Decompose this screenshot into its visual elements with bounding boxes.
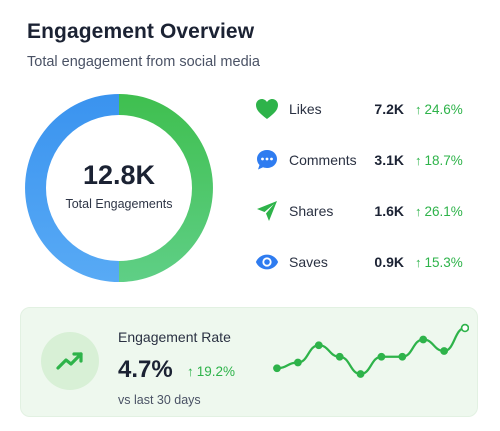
sparkline-line (276, 326, 466, 376)
arrow-up-icon: ↑ (187, 364, 194, 379)
donut-segment-green (119, 94, 213, 282)
metric-name: Saves (289, 254, 328, 270)
heart-icon (255, 97, 279, 121)
metric-shares[interactable]: Shares 1.6K ↑ 26.1% (255, 194, 485, 228)
metric-change: ↑ 26.1% (415, 204, 463, 219)
engagement-rate-caption: vs last 30 days (118, 393, 201, 407)
arrow-up-icon: ↑ (415, 101, 422, 117)
metric-change: ↑ 18.7% (415, 153, 463, 168)
metric-value: 7.2K (374, 101, 404, 117)
total-engagements-value: 12.8K (82, 159, 156, 190)
sparkline-point (356, 370, 365, 378)
engagement-rate-title: Engagement Rate (118, 329, 231, 345)
metric-name: Shares (289, 203, 334, 219)
metric-value: 1.6K (374, 203, 404, 219)
arrow-up-icon: ↑ (415, 254, 422, 270)
engagement-trend-sparkline (273, 323, 469, 378)
metric-change-value: 24.6% (424, 101, 463, 117)
metric-change-value: 18.7% (424, 152, 463, 168)
engagement-rate-panel: Engagement Rate 4.7% ↑ 19.2% vs last 30 d… (20, 307, 478, 417)
metric-value: 0.9K (374, 254, 404, 270)
comment-icon (255, 148, 279, 172)
metric-name: Comments (289, 152, 357, 168)
sparkline-point (440, 347, 449, 355)
sparkline-point (293, 358, 302, 367)
metric-saves[interactable]: Saves 0.9K ↑ 15.3% (255, 245, 485, 279)
metric-value: 3.1K (374, 152, 404, 168)
metric-likes[interactable]: Likes 7.2K ↑ 24.6% (255, 92, 485, 126)
metric-name: Likes (289, 101, 322, 117)
donut-segment-blue (25, 94, 119, 282)
trending-up-icon (41, 332, 99, 390)
metric-comments[interactable]: Comments 3.1K ↑ 18.7% (255, 143, 485, 177)
metric-change-value: 26.1% (424, 203, 463, 219)
sparkline-point (460, 323, 469, 333)
engagement-rate-change-value: 19.2% (196, 364, 236, 379)
engagement-donut-chart: 12.8K Total Engagements (25, 94, 213, 282)
sparkline-point (419, 335, 428, 344)
metric-change: ↑ 24.6% (415, 102, 463, 117)
arrow-up-icon: ↑ (415, 203, 422, 219)
metric-change-value: 15.3% (424, 254, 463, 270)
page-title: Engagement Overview (27, 20, 255, 43)
eye-icon (255, 250, 279, 274)
engagement-rate-change: ↑ 19.2% (187, 364, 235, 379)
total-engagements-label: Total Engagements (65, 196, 173, 211)
sparkline-point (314, 341, 323, 350)
donut-center: 12.8K Total Engagements (25, 94, 213, 282)
donut-ring (25, 94, 213, 282)
sparkline-point (398, 352, 407, 361)
metric-change: ↑ 15.3% (415, 255, 463, 270)
arrow-up-icon: ↑ (415, 152, 422, 168)
page-subtitle: Total engagement from social media (27, 54, 260, 70)
sparkline-point (273, 364, 281, 373)
engagement-rate-value: 4.7% (118, 356, 173, 383)
send-icon (255, 199, 279, 223)
sparkline-point (335, 352, 344, 361)
sparkline-point (377, 352, 386, 361)
